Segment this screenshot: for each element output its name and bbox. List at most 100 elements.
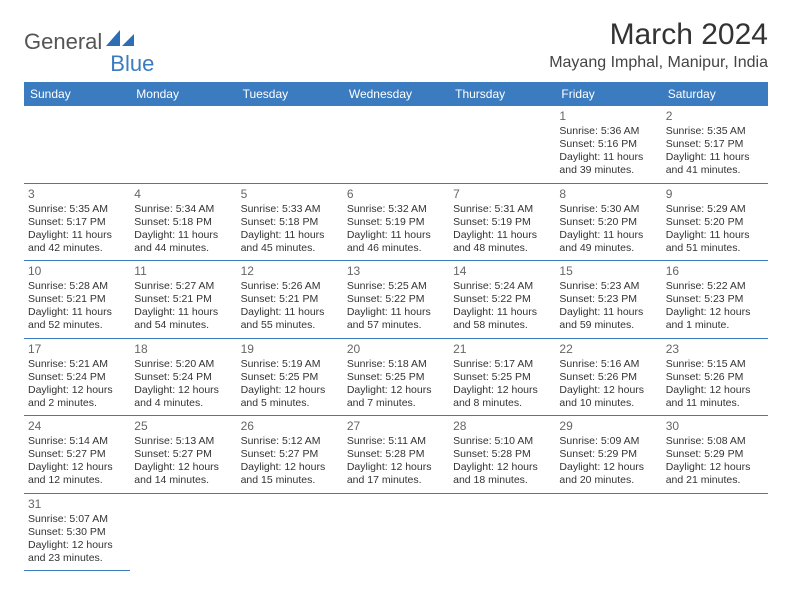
- cell-sunrise: Sunrise: 5:34 AM: [134, 203, 232, 216]
- cell-sunrise: Sunrise: 5:20 AM: [134, 358, 232, 371]
- weekday-header: Monday: [130, 82, 236, 106]
- cell-sunrise: Sunrise: 5:08 AM: [666, 435, 764, 448]
- cell-day1: Daylight: 12 hours: [28, 461, 126, 474]
- cell-day1: Daylight: 12 hours: [134, 384, 232, 397]
- brand-part2: Blue: [110, 51, 154, 77]
- cell-day2: and 1 minute.: [666, 319, 764, 332]
- cell-day2: and 58 minutes.: [453, 319, 551, 332]
- calendar-row: 3Sunrise: 5:35 AMSunset: 5:17 PMDaylight…: [24, 183, 768, 261]
- cell-day2: and 18 minutes.: [453, 474, 551, 487]
- day-number: 25: [134, 419, 232, 434]
- calendar-cell-empty: [237, 493, 343, 571]
- calendar-cell: 19Sunrise: 5:19 AMSunset: 5:25 PMDayligh…: [237, 338, 343, 416]
- cell-sunset: Sunset: 5:21 PM: [134, 293, 232, 306]
- cell-sunset: Sunset: 5:16 PM: [559, 138, 657, 151]
- cell-day2: and 11 minutes.: [666, 397, 764, 410]
- cell-sunset: Sunset: 5:23 PM: [559, 293, 657, 306]
- day-number: 11: [134, 264, 232, 279]
- cell-sunset: Sunset: 5:27 PM: [134, 448, 232, 461]
- calendar-cell: 9Sunrise: 5:29 AMSunset: 5:20 PMDaylight…: [662, 183, 768, 261]
- calendar-cell: 24Sunrise: 5:14 AMSunset: 5:27 PMDayligh…: [24, 416, 130, 494]
- cell-sunrise: Sunrise: 5:25 AM: [347, 280, 445, 293]
- cell-day1: Daylight: 11 hours: [241, 229, 339, 242]
- day-number: 16: [666, 264, 764, 279]
- cell-day1: Daylight: 12 hours: [666, 384, 764, 397]
- day-number: 4: [134, 187, 232, 202]
- cell-sunset: Sunset: 5:28 PM: [453, 448, 551, 461]
- cell-sunrise: Sunrise: 5:18 AM: [347, 358, 445, 371]
- calendar-cell-empty: [662, 493, 768, 571]
- calendar-cell: 6Sunrise: 5:32 AMSunset: 5:19 PMDaylight…: [343, 183, 449, 261]
- cell-sunset: Sunset: 5:18 PM: [241, 216, 339, 229]
- calendar-table: SundayMondayTuesdayWednesdayThursdayFrid…: [24, 82, 768, 571]
- cell-day1: Daylight: 12 hours: [241, 384, 339, 397]
- cell-day2: and 42 minutes.: [28, 242, 126, 255]
- calendar-cell: 4Sunrise: 5:34 AMSunset: 5:18 PMDaylight…: [130, 183, 236, 261]
- cell-day2: and 14 minutes.: [134, 474, 232, 487]
- cell-day2: and 46 minutes.: [347, 242, 445, 255]
- calendar-cell: 29Sunrise: 5:09 AMSunset: 5:29 PMDayligh…: [555, 416, 661, 494]
- calendar-cell: 26Sunrise: 5:12 AMSunset: 5:27 PMDayligh…: [237, 416, 343, 494]
- cell-sunrise: Sunrise: 5:35 AM: [666, 125, 764, 138]
- cell-day1: Daylight: 12 hours: [241, 461, 339, 474]
- day-number: 3: [28, 187, 126, 202]
- location: Mayang Imphal, Manipur, India: [549, 54, 768, 72]
- cell-sunrise: Sunrise: 5:14 AM: [28, 435, 126, 448]
- cell-sunset: Sunset: 5:24 PM: [28, 371, 126, 384]
- day-number: 22: [559, 342, 657, 357]
- calendar-cell: 15Sunrise: 5:23 AMSunset: 5:23 PMDayligh…: [555, 261, 661, 339]
- day-number: 24: [28, 419, 126, 434]
- calendar-cell: 10Sunrise: 5:28 AMSunset: 5:21 PMDayligh…: [24, 261, 130, 339]
- calendar-row: 17Sunrise: 5:21 AMSunset: 5:24 PMDayligh…: [24, 338, 768, 416]
- cell-day1: Daylight: 11 hours: [28, 229, 126, 242]
- weekday-header: Saturday: [662, 82, 768, 106]
- cell-day2: and 55 minutes.: [241, 319, 339, 332]
- cell-day2: and 57 minutes.: [347, 319, 445, 332]
- calendar-cell-empty: [24, 106, 130, 183]
- cell-sunset: Sunset: 5:20 PM: [559, 216, 657, 229]
- cell-day1: Daylight: 11 hours: [666, 151, 764, 164]
- cell-sunset: Sunset: 5:23 PM: [666, 293, 764, 306]
- calendar-cell: 13Sunrise: 5:25 AMSunset: 5:22 PMDayligh…: [343, 261, 449, 339]
- day-number: 13: [347, 264, 445, 279]
- cell-day1: Daylight: 12 hours: [666, 461, 764, 474]
- day-number: 6: [347, 187, 445, 202]
- cell-day1: Daylight: 11 hours: [453, 229, 551, 242]
- cell-day1: Daylight: 12 hours: [559, 384, 657, 397]
- day-number: 30: [666, 419, 764, 434]
- calendar-cell: 28Sunrise: 5:10 AMSunset: 5:28 PMDayligh…: [449, 416, 555, 494]
- calendar-cell: 27Sunrise: 5:11 AMSunset: 5:28 PMDayligh…: [343, 416, 449, 494]
- calendar-cell: 23Sunrise: 5:15 AMSunset: 5:26 PMDayligh…: [662, 338, 768, 416]
- cell-sunset: Sunset: 5:17 PM: [28, 216, 126, 229]
- cell-sunset: Sunset: 5:18 PM: [134, 216, 232, 229]
- cell-sunset: Sunset: 5:17 PM: [666, 138, 764, 151]
- cell-sunset: Sunset: 5:19 PM: [347, 216, 445, 229]
- day-number: 28: [453, 419, 551, 434]
- header: General Blue March 2024 Mayang Imphal, M…: [24, 18, 768, 72]
- cell-day2: and 10 minutes.: [559, 397, 657, 410]
- cell-sunset: Sunset: 5:24 PM: [134, 371, 232, 384]
- calendar-cell: 21Sunrise: 5:17 AMSunset: 5:25 PMDayligh…: [449, 338, 555, 416]
- cell-sunset: Sunset: 5:25 PM: [453, 371, 551, 384]
- day-number: 26: [241, 419, 339, 434]
- calendar-row: 24Sunrise: 5:14 AMSunset: 5:27 PMDayligh…: [24, 416, 768, 494]
- day-number: 18: [134, 342, 232, 357]
- calendar-cell-empty: [343, 493, 449, 571]
- cell-day1: Daylight: 11 hours: [28, 306, 126, 319]
- weekday-header: Wednesday: [343, 82, 449, 106]
- cell-sunrise: Sunrise: 5:29 AM: [666, 203, 764, 216]
- cell-day1: Daylight: 12 hours: [347, 461, 445, 474]
- cell-day1: Daylight: 11 hours: [134, 306, 232, 319]
- cell-day2: and 5 minutes.: [241, 397, 339, 410]
- calendar-cell-empty: [130, 493, 236, 571]
- cell-sunrise: Sunrise: 5:11 AM: [347, 435, 445, 448]
- cell-sunrise: Sunrise: 5:27 AM: [134, 280, 232, 293]
- calendar-cell-empty: [555, 493, 661, 571]
- calendar-cell: 30Sunrise: 5:08 AMSunset: 5:29 PMDayligh…: [662, 416, 768, 494]
- calendar-cell: 11Sunrise: 5:27 AMSunset: 5:21 PMDayligh…: [130, 261, 236, 339]
- cell-day1: Daylight: 11 hours: [347, 306, 445, 319]
- brand-logo: General Blue: [24, 18, 154, 66]
- cell-sunset: Sunset: 5:27 PM: [28, 448, 126, 461]
- cell-sunrise: Sunrise: 5:24 AM: [453, 280, 551, 293]
- cell-sunset: Sunset: 5:22 PM: [347, 293, 445, 306]
